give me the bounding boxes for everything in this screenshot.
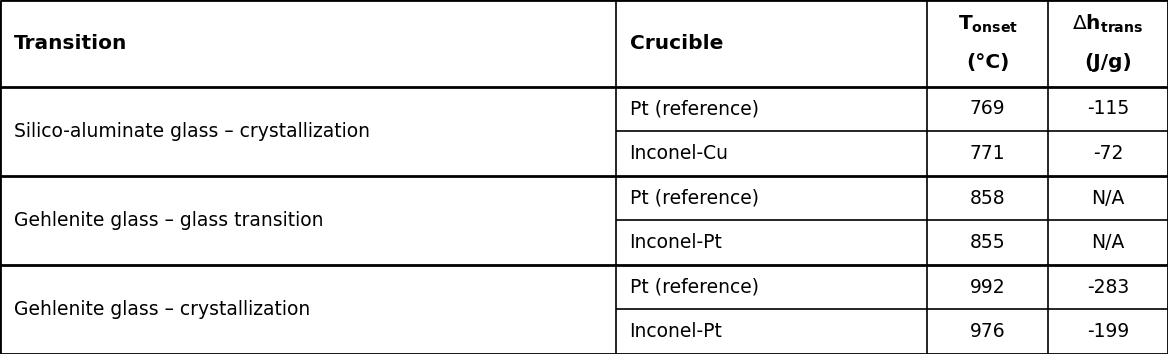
Text: 769: 769 <box>969 99 1006 119</box>
Text: 855: 855 <box>969 233 1006 252</box>
Text: Pt (reference): Pt (reference) <box>630 189 758 207</box>
Text: Inconel-Cu: Inconel-Cu <box>630 144 729 163</box>
Text: 771: 771 <box>969 144 1006 163</box>
Text: -115: -115 <box>1086 99 1129 119</box>
Text: Gehlenite glass – crystallization: Gehlenite glass – crystallization <box>14 300 311 319</box>
Text: Silico-aluminate glass – crystallization: Silico-aluminate glass – crystallization <box>14 122 370 141</box>
Text: Gehlenite glass – glass transition: Gehlenite glass – glass transition <box>14 211 324 230</box>
Text: Inconel-Pt: Inconel-Pt <box>630 233 723 252</box>
Text: Inconel-Pt: Inconel-Pt <box>630 322 723 341</box>
Text: -283: -283 <box>1086 278 1129 297</box>
Text: 992: 992 <box>969 278 1006 297</box>
Text: (J/g): (J/g) <box>1084 53 1132 72</box>
Text: T$_\mathregular{onset}$: T$_\mathregular{onset}$ <box>958 13 1017 35</box>
Text: 858: 858 <box>969 189 1006 207</box>
Text: (°C): (°C) <box>966 53 1009 72</box>
Text: $\Delta$h$_\mathregular{trans}$: $\Delta$h$_\mathregular{trans}$ <box>1072 13 1143 35</box>
Text: N/A: N/A <box>1091 189 1125 207</box>
Text: -72: -72 <box>1092 144 1124 163</box>
Text: Transition: Transition <box>14 34 127 53</box>
Text: Crucible: Crucible <box>630 34 723 53</box>
Text: -199: -199 <box>1086 322 1129 341</box>
Text: Pt (reference): Pt (reference) <box>630 278 758 297</box>
Text: 976: 976 <box>969 322 1006 341</box>
Text: Pt (reference): Pt (reference) <box>630 99 758 119</box>
Text: N/A: N/A <box>1091 233 1125 252</box>
